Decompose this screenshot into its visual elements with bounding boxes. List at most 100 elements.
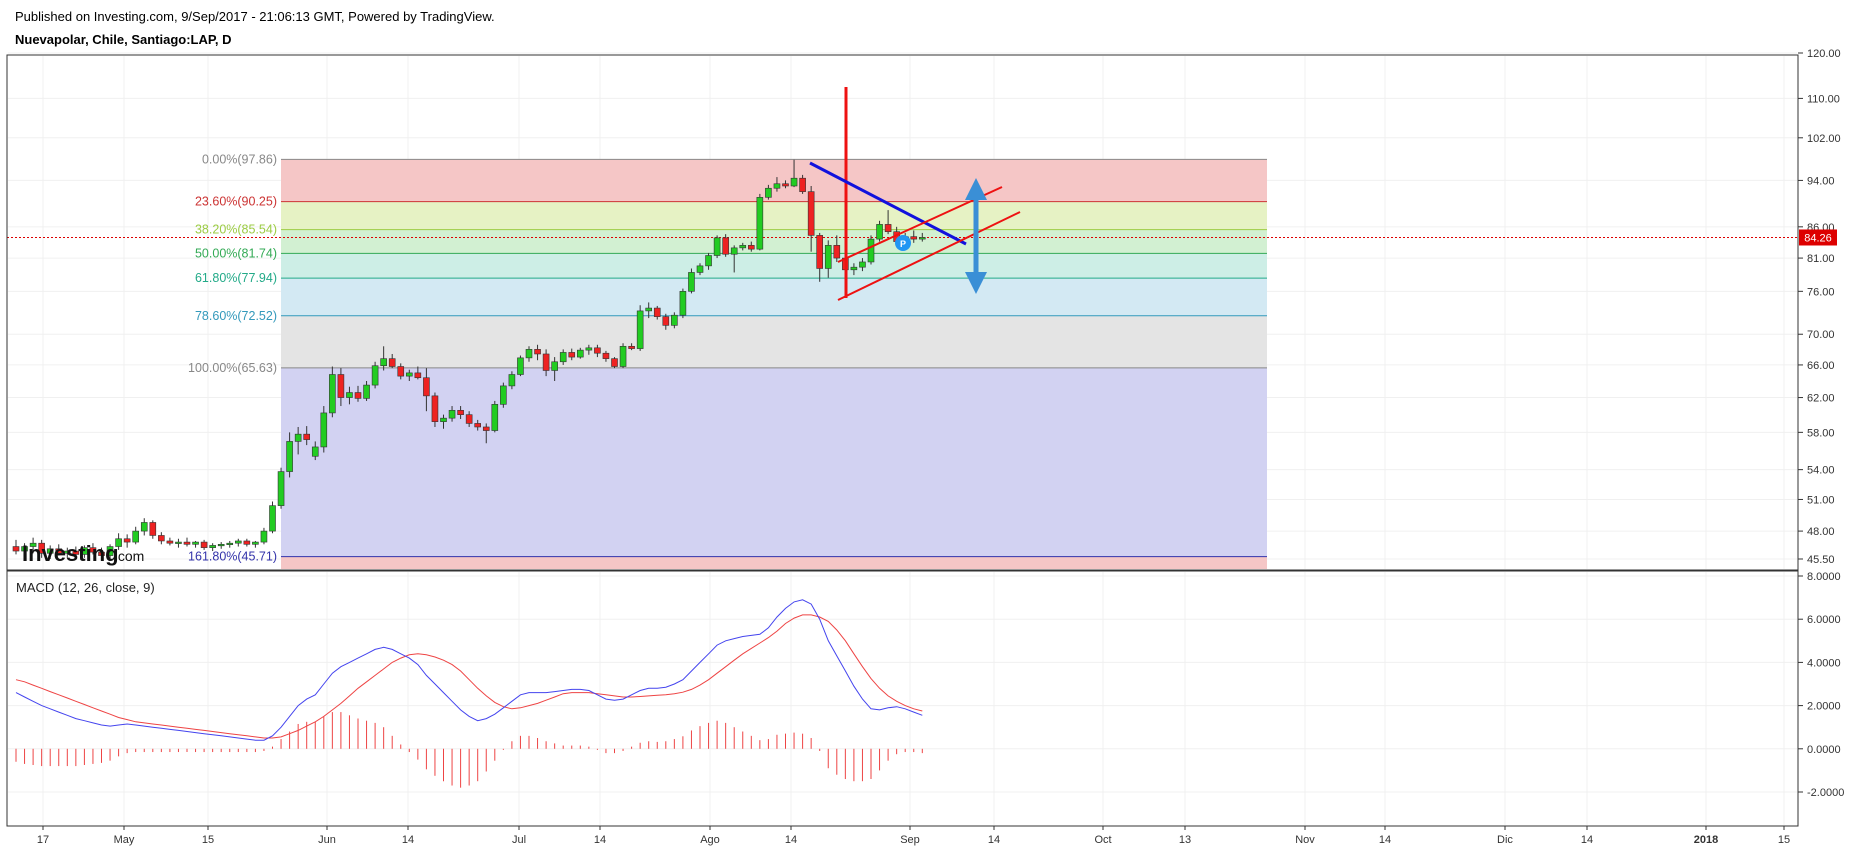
candle-body — [448, 410, 456, 419]
published-caption: Published on Investing.com, 9/Sep/2017 -… — [15, 9, 495, 24]
candle-body — [876, 224, 883, 240]
time-axis-label: Ago — [700, 834, 720, 846]
macd-axis-label: 2.0000 — [1807, 701, 1841, 713]
candle-body — [645, 307, 653, 312]
candle-body — [671, 314, 678, 326]
lower-channel-line — [837, 211, 1021, 301]
fib-zone — [281, 315, 1267, 368]
candle-body — [884, 224, 892, 233]
time-axis-label: 14 — [402, 834, 414, 846]
candle-body — [568, 352, 576, 358]
macd-histogram — [15, 712, 923, 788]
fib-zone — [281, 253, 1267, 279]
candle-body — [500, 385, 507, 405]
candle-body — [414, 372, 422, 379]
macd-title: MACD (12, 26, close, 9) — [16, 580, 155, 595]
candle-body — [115, 538, 122, 547]
candle-body — [388, 358, 396, 367]
candle-body — [123, 538, 131, 543]
fib-level-label: 161.80%(45.71) — [188, 550, 277, 564]
candle-body — [252, 541, 259, 545]
price-pane: 0.00%(97.86) 23.60%(90.25) 38.20%(85.54) 50… — [6, 52, 1799, 571]
fib-zone — [281, 201, 1267, 230]
macd-line — [15, 599, 923, 741]
candle-body — [149, 522, 157, 536]
candle-body — [585, 347, 593, 351]
last-price-label: 84.26 — [1804, 232, 1832, 244]
candle-body — [542, 353, 550, 371]
signal-line — [15, 614, 923, 739]
candlestick-series — [12, 159, 926, 559]
candle-body — [482, 426, 490, 431]
candle-body — [371, 365, 379, 386]
candle-body — [799, 177, 806, 192]
macd-axis-label: 6.0000 — [1807, 614, 1841, 626]
candle-body — [730, 247, 738, 255]
candle-body — [192, 541, 199, 545]
investing-logo: Investing .com — [22, 541, 144, 566]
candle-body — [226, 542, 234, 545]
candle-body — [158, 535, 165, 542]
candle-body — [277, 471, 285, 506]
candle-body — [525, 349, 533, 359]
price-axis-label: 51.00 — [1807, 494, 1835, 506]
time-axis-label: Oct — [1094, 834, 1111, 846]
candle-body — [346, 392, 353, 398]
symbol-title: Nuevapolar, Chile, Santiago:LAP, D — [15, 32, 232, 47]
arrow-up-icon — [965, 178, 987, 200]
time-axis-label: Nov — [1295, 834, 1315, 846]
candle-body — [320, 412, 328, 448]
price-axis-label: 120.00 — [1807, 48, 1841, 60]
candle-body — [380, 358, 387, 367]
time-axis-label: 14 — [594, 834, 606, 846]
descending-trendline — [809, 161, 967, 246]
time-axis-label: 15 — [1778, 834, 1790, 846]
candle-body — [311, 446, 319, 457]
time-axis-label: 14 — [785, 834, 797, 846]
price-axis-label: 70.00 — [1807, 329, 1835, 341]
fib-zone — [281, 556, 1267, 569]
candle-body — [72, 550, 80, 555]
candle-body — [12, 546, 20, 552]
candle-body — [517, 357, 524, 375]
candle-body — [440, 417, 447, 422]
candle-body — [235, 540, 242, 544]
candle-body — [397, 366, 405, 377]
candle-body — [653, 307, 661, 317]
last-price-tag: 84.26 — [1799, 229, 1837, 246]
candle-body — [209, 545, 216, 548]
macd-pane: MACD (12, 26, close, 9) — [6, 570, 1799, 827]
candle-body — [294, 433, 302, 442]
time-axis-label: 14 — [1379, 834, 1391, 846]
candle-body — [431, 395, 439, 422]
candle-body — [106, 546, 114, 556]
price-axis-label: 48.00 — [1807, 526, 1835, 538]
candle-body — [636, 310, 644, 349]
candle-body — [594, 347, 601, 354]
fib-zone — [281, 159, 1267, 202]
pattern-marker-icon[interactable] — [895, 235, 911, 251]
candle-body — [81, 547, 88, 555]
time-axis-label: 14 — [1581, 834, 1593, 846]
candle-body — [243, 540, 251, 545]
fib-level-label: 0.00%(97.86) — [202, 152, 277, 166]
fib-level-label: 61.80%(77.94) — [195, 271, 277, 285]
candle-body — [747, 245, 755, 250]
candle-body — [98, 551, 105, 556]
candle-body — [423, 377, 430, 397]
fib-level-label: 50.00%(81.74) — [195, 246, 277, 260]
candle-body — [833, 245, 841, 259]
candle-body — [21, 546, 28, 552]
time-axis-label: Jul — [512, 834, 526, 846]
pattern-marker-letter: P — [900, 239, 906, 249]
candle-body — [29, 542, 37, 547]
candle-body — [602, 352, 610, 359]
macd-pane-background — [7, 571, 1798, 826]
fibonacci-retracement: 0.00%(97.86) 23.60%(90.25) 38.20%(85.54) 50… — [188, 152, 1267, 569]
fib-level-label: 38.20%(85.54) — [195, 223, 277, 237]
fib-level-label: 23.60%(90.25) — [195, 195, 277, 209]
macd-axis: 8.0000 6.0000 4.0000 2.0000 0.0000 -2.0000 — [1798, 571, 1844, 799]
time-axis-label: 17 — [37, 834, 49, 846]
time-axis-label: Dic — [1497, 834, 1513, 846]
